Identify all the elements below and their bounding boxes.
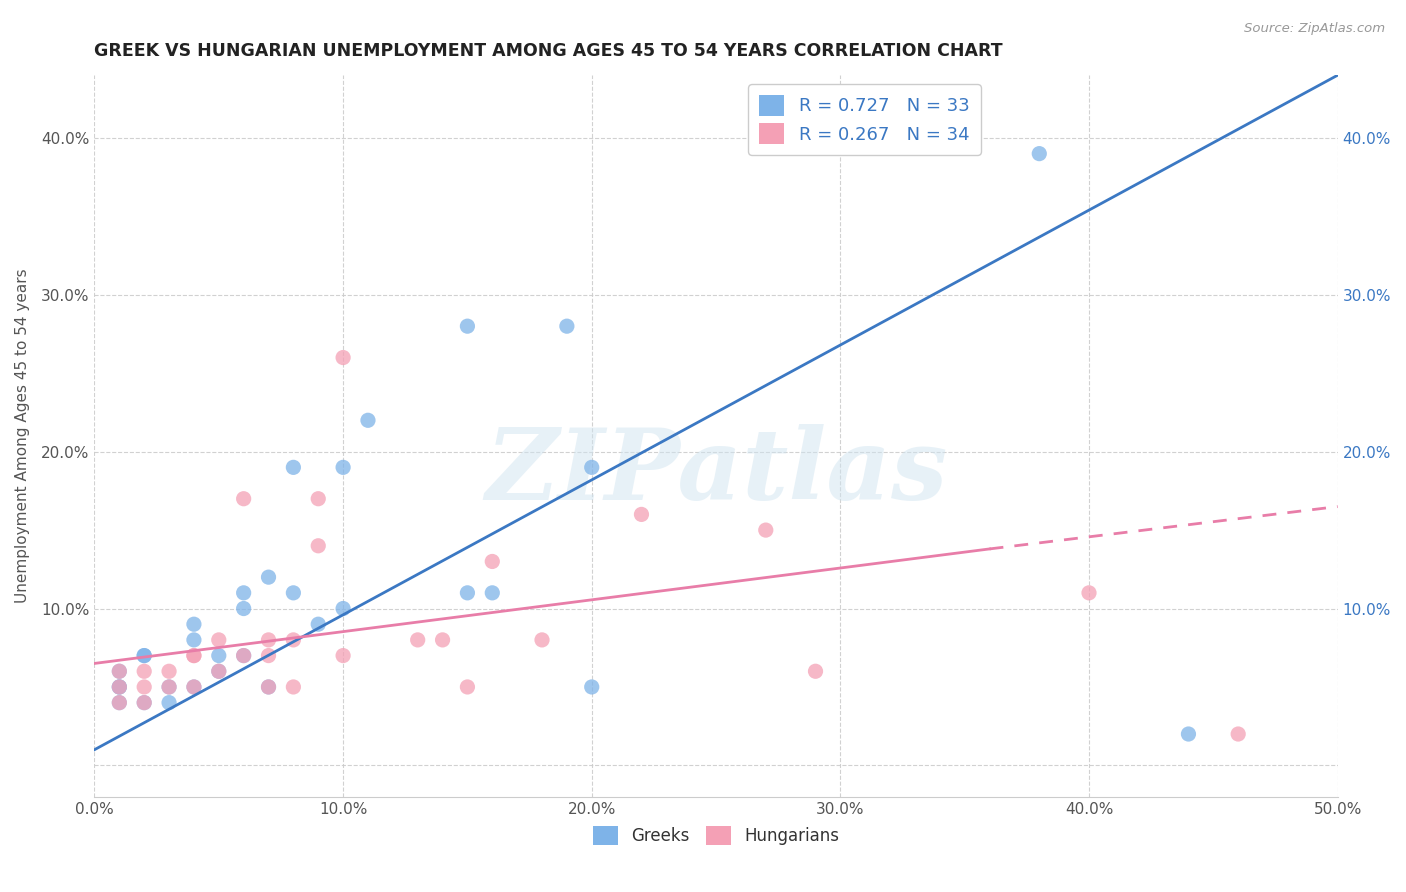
- Point: [332, 601, 354, 615]
- Point: [108, 696, 131, 710]
- Point: [555, 319, 578, 334]
- Point: [208, 648, 231, 663]
- Point: [257, 648, 280, 663]
- Point: [232, 648, 254, 663]
- Point: [283, 680, 305, 694]
- Point: [332, 648, 354, 663]
- Point: [456, 680, 478, 694]
- Point: [108, 665, 131, 679]
- Point: [134, 648, 156, 663]
- Point: [232, 648, 254, 663]
- Point: [157, 696, 180, 710]
- Point: [481, 554, 503, 568]
- Point: [332, 351, 354, 365]
- Point: [307, 539, 329, 553]
- Point: [257, 680, 280, 694]
- Point: [108, 680, 131, 694]
- Point: [134, 648, 156, 663]
- Point: [134, 665, 156, 679]
- Point: [406, 632, 429, 647]
- Point: [307, 617, 329, 632]
- Point: [456, 586, 478, 600]
- Point: [581, 460, 603, 475]
- Point: [183, 632, 205, 647]
- Point: [157, 680, 180, 694]
- Point: [1177, 727, 1199, 741]
- Point: [208, 665, 231, 679]
- Text: Source: ZipAtlas.com: Source: ZipAtlas.com: [1244, 22, 1385, 36]
- Point: [1227, 727, 1250, 741]
- Point: [232, 601, 254, 615]
- Point: [630, 508, 652, 522]
- Point: [208, 665, 231, 679]
- Point: [134, 696, 156, 710]
- Point: [1078, 586, 1101, 600]
- Point: [456, 319, 478, 334]
- Legend: Greeks, Hungarians: Greeks, Hungarians: [585, 817, 848, 854]
- Point: [357, 413, 380, 427]
- Y-axis label: Unemployment Among Ages 45 to 54 years: Unemployment Among Ages 45 to 54 years: [15, 268, 30, 603]
- Point: [307, 491, 329, 506]
- Point: [581, 680, 603, 694]
- Point: [183, 680, 205, 694]
- Point: [283, 586, 305, 600]
- Point: [157, 665, 180, 679]
- Point: [108, 665, 131, 679]
- Point: [257, 632, 280, 647]
- Point: [232, 491, 254, 506]
- Text: GREEK VS HUNGARIAN UNEMPLOYMENT AMONG AGES 45 TO 54 YEARS CORRELATION CHART: GREEK VS HUNGARIAN UNEMPLOYMENT AMONG AG…: [94, 42, 1002, 60]
- Point: [530, 632, 553, 647]
- Point: [755, 523, 778, 537]
- Point: [183, 648, 205, 663]
- Point: [108, 696, 131, 710]
- Point: [183, 680, 205, 694]
- Point: [283, 632, 305, 647]
- Point: [481, 586, 503, 600]
- Point: [332, 460, 354, 475]
- Point: [257, 570, 280, 584]
- Point: [804, 665, 827, 679]
- Point: [183, 617, 205, 632]
- Point: [257, 680, 280, 694]
- Point: [283, 460, 305, 475]
- Point: [183, 648, 205, 663]
- Text: ZIPatlas: ZIPatlas: [485, 424, 948, 520]
- Point: [108, 680, 131, 694]
- Point: [108, 680, 131, 694]
- Point: [208, 632, 231, 647]
- Point: [134, 680, 156, 694]
- Point: [134, 696, 156, 710]
- Point: [1028, 146, 1050, 161]
- Point: [432, 632, 454, 647]
- Point: [232, 586, 254, 600]
- Point: [157, 680, 180, 694]
